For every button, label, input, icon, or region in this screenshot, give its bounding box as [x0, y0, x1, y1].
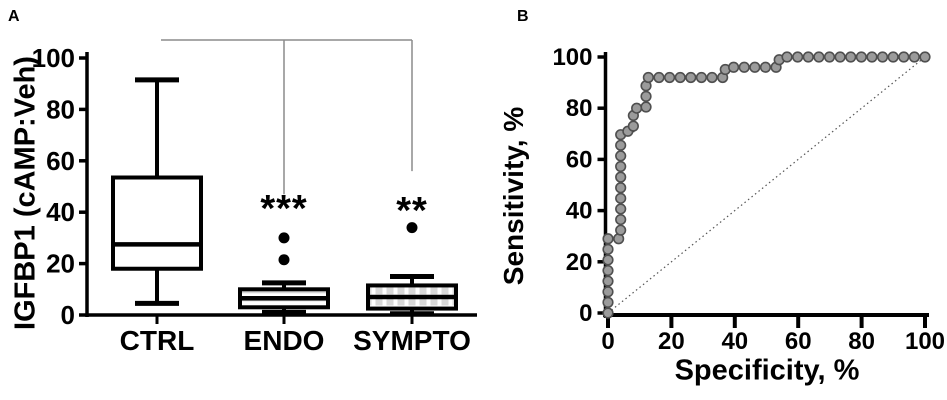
roc-marker: [602, 296, 614, 308]
roc-marker: [640, 90, 652, 102]
roc-marker: [792, 51, 804, 63]
roc-marker: [640, 101, 652, 113]
roc-marker: [615, 192, 627, 204]
panel-b-x-tick-label: 0: [601, 328, 614, 355]
outlier-point: [278, 232, 290, 244]
panel-b-y-tick-label: 40: [566, 198, 593, 225]
roc-marker: [749, 61, 761, 73]
roc-marker: [706, 71, 718, 84]
roc-marker: [695, 71, 708, 84]
roc-marker: [602, 307, 614, 319]
roc-marker: [759, 61, 772, 73]
panel-a-label: A: [8, 8, 20, 25]
roc-marker: [813, 51, 825, 63]
identity-reference-line: [607, 56, 926, 314]
roc-marker: [602, 243, 614, 255]
roc-marker: [602, 275, 614, 287]
category-label-endo: ENDO: [243, 325, 325, 356]
roc-marker: [898, 51, 910, 63]
panel-b-y-tick-label: 60: [566, 146, 593, 173]
roc-marker: [653, 71, 665, 84]
roc-marker: [908, 51, 920, 63]
panel-b-x-tick-label: 60: [785, 328, 812, 355]
outlier-point: [278, 254, 290, 266]
roc-marker: [642, 71, 654, 84]
panel-b-x-tick-label: 100: [905, 328, 945, 355]
roc-marker: [738, 61, 750, 73]
roc-marker: [663, 71, 676, 84]
panel-a-y-tick-label: 20: [46, 249, 75, 279]
significance-endo: ***: [260, 188, 308, 230]
roc-marker: [631, 102, 643, 114]
panel-a-y-tick-label: 0: [61, 300, 75, 330]
panel-a-y-tick-label: 100: [32, 43, 75, 73]
roc-marker: [615, 171, 627, 183]
panel-a-y-axis-title: IGFBP1 (cAMP:Veh): [9, 56, 42, 330]
roc-marker: [627, 120, 639, 132]
roc-marker: [845, 51, 857, 63]
roc-marker: [615, 182, 627, 194]
category-label-ctrl: CTRL: [119, 325, 195, 356]
roc-marker: [674, 71, 686, 84]
panel-b-y-tick-label: 0: [579, 300, 592, 327]
roc-marker: [887, 51, 899, 63]
roc-marker: [919, 51, 931, 63]
panel-b-x-tick-label: 20: [658, 328, 685, 355]
roc-marker: [615, 150, 627, 162]
roc-marker: [602, 233, 614, 245]
roc-marker: [855, 51, 867, 63]
roc-marker: [685, 71, 697, 84]
roc-marker: [615, 160, 627, 173]
panel-b-x-tick-label: 80: [848, 328, 875, 355]
panel-b-x-axis-title: Specificity, %: [674, 354, 860, 387]
roc-marker: [802, 51, 814, 63]
roc-marker: [876, 51, 889, 63]
panel-a-y-tick-label: 40: [46, 197, 75, 227]
roc-marker: [728, 61, 740, 73]
panel-b-y-tick-label: 100: [552, 44, 592, 71]
roc-marker: [615, 224, 627, 236]
roc-marker: [602, 286, 614, 298]
panel-b-y-tick-label: 80: [566, 95, 593, 122]
roc-marker: [615, 139, 627, 151]
roc-marker: [866, 51, 878, 63]
roc-marker: [781, 51, 793, 63]
roc-marker: [602, 254, 614, 266]
panel-a-y-tick-label: 80: [46, 94, 75, 124]
panel-b-label: B: [517, 8, 529, 25]
category-label-sympto: SYMPTO: [353, 325, 471, 356]
panel-b-x-tick-label: 40: [721, 328, 748, 355]
panel-a-y-tick-label: 60: [46, 146, 75, 176]
roc-marker: [615, 203, 627, 215]
roc-marker: [823, 51, 836, 63]
roc-marker: [602, 264, 614, 277]
box-ctrl: [111, 175, 203, 271]
outlier-point: [406, 222, 418, 234]
roc-marker: [615, 213, 627, 226]
significance-sympto: **: [396, 190, 428, 232]
roc-marker: [834, 51, 846, 63]
panel-b-y-tick-label: 20: [566, 249, 593, 276]
panel-b-y-axis-title: Sensitivity, %: [498, 106, 529, 286]
